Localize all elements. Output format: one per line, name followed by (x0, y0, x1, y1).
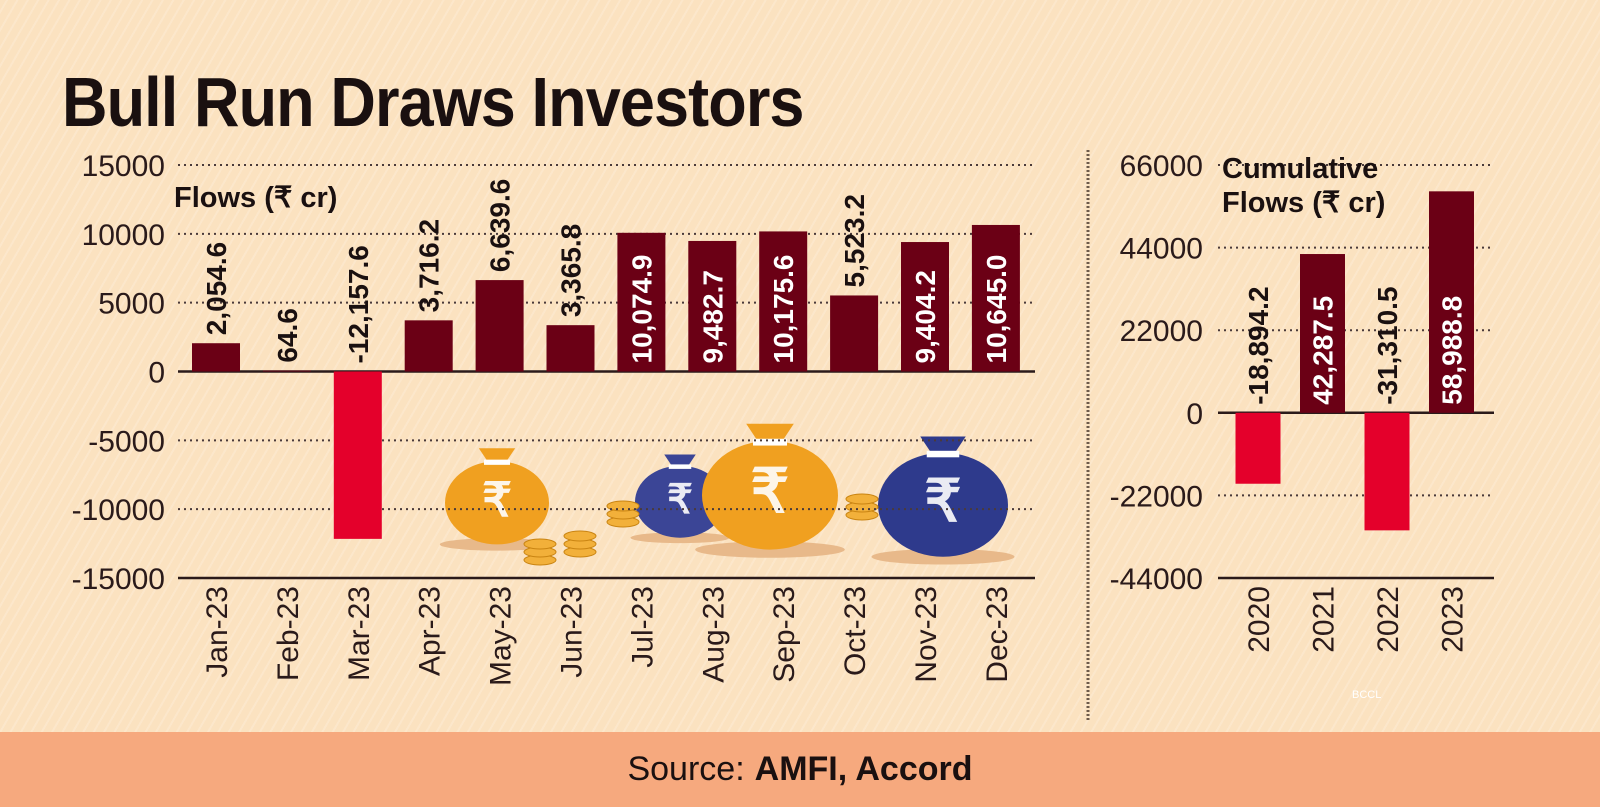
money-bags-illustration: ₹ ₹ ₹ ₹ (439, 423, 1015, 566)
source-footer: Source: AMFI, Accord (0, 732, 1600, 807)
data-label: 3,365.8 (556, 224, 587, 317)
x-tick-label: Aug-23 (697, 586, 730, 683)
bar (192, 343, 240, 372)
data-label: 9,404.2 (910, 270, 941, 363)
x-tick-label: May-23 (485, 586, 518, 686)
y-tick-label: 0 (1186, 398, 1203, 431)
x-tick-label: 2020 (1243, 586, 1276, 653)
bar (759, 231, 808, 372)
coin-icon (563, 530, 597, 542)
bar (617, 232, 666, 372)
x-tick-label: Feb-23 (272, 586, 305, 681)
x-tick-label: Jun-23 (556, 586, 589, 678)
bar (1300, 254, 1345, 413)
data-label: 2,054.6 (201, 242, 232, 335)
y-tick-label: 22000 (1120, 315, 1203, 348)
bar (830, 295, 879, 372)
y-tick-label: 0 (148, 357, 165, 390)
x-tick-label: 2021 (1308, 586, 1341, 653)
bar (404, 320, 453, 372)
svg-text:₹: ₹ (751, 457, 790, 525)
chart-subtitle: Flows (₹ cr) (1222, 187, 1385, 219)
data-label: 10,074.9 (626, 255, 657, 364)
data-label: 9,482.7 (697, 270, 728, 363)
bccl-watermark: BCCL (1352, 689, 1381, 701)
money-bag-icon: ₹ (695, 423, 845, 558)
svg-text:₹: ₹ (924, 469, 961, 534)
x-tick-label: Apr-23 (414, 586, 447, 676)
y-tick-label: 66000 (1120, 150, 1203, 183)
money-bag-icon: ₹ (439, 448, 555, 551)
data-label: -31,310.5 (1372, 286, 1403, 404)
bar (1364, 412, 1410, 531)
data-label: 5,523.2 (839, 194, 870, 287)
y-tick-label: -22000 (1110, 480, 1203, 513)
x-tick-label: 2023 (1437, 586, 1470, 653)
bar (262, 370, 311, 372)
y-tick-label: -15000 (72, 563, 165, 596)
svg-text:₹: ₹ (667, 476, 693, 522)
y-tick-label: -44000 (1110, 563, 1203, 596)
coin-icon (523, 538, 557, 550)
money-bag-icon: ₹ (630, 454, 730, 544)
y-tick-label: 10000 (82, 219, 165, 252)
x-tick-label: Sep-23 (768, 586, 801, 683)
data-label: 58,988.8 (1437, 296, 1468, 405)
y-tick-label: 44000 (1120, 233, 1203, 266)
money-bag-icon: ₹ (871, 436, 1015, 565)
x-tick-label: Jul-23 (626, 586, 659, 668)
bar (333, 371, 382, 539)
data-label: -12,157.6 (343, 245, 374, 363)
data-label: 3,716.2 (414, 219, 445, 312)
x-tick-label: Nov-23 (910, 586, 943, 683)
monthly-flows-chart: 15000 10000 5000 0 -5000 -10000 -15000 2,054.6 J… (72, 150, 1035, 686)
bar (901, 242, 949, 372)
y-tick-label: 5000 (98, 288, 165, 321)
chart-title: Bull Run Draws Investors (62, 63, 804, 141)
data-label: 64.6 (272, 308, 303, 363)
bar (688, 240, 737, 372)
data-label: 10,175.6 (768, 255, 799, 364)
chart-subtitle: Cumulative (1222, 153, 1378, 185)
x-tick-label: Mar-23 (343, 586, 376, 681)
coin-icon (606, 500, 640, 512)
y-tick-label: -10000 (72, 494, 165, 527)
bar (475, 280, 524, 372)
data-label: 42,287.5 (1308, 296, 1339, 405)
x-tick-label: Jan-23 (201, 586, 234, 678)
x-tick-label: Dec-23 (981, 586, 1014, 683)
data-label: 6,639.6 (485, 179, 516, 272)
bar (546, 325, 595, 372)
data-label: 10,645.0 (981, 255, 1012, 364)
source-prefix: Source: (627, 750, 745, 788)
source-names: AMFI, Accord (754, 750, 973, 788)
data-label: -18,894.2 (1243, 286, 1274, 404)
bar (1429, 191, 1474, 413)
y-tick-label: -5000 (88, 425, 165, 458)
x-tick-label: 2022 (1372, 586, 1405, 653)
chart-subtitle: Flows (₹ cr) (174, 182, 337, 214)
y-tick-label: 15000 (82, 150, 165, 183)
x-tick-label: Oct-23 (839, 586, 872, 676)
coin-icon (845, 493, 879, 505)
bar (1235, 412, 1281, 484)
bar (971, 224, 1020, 372)
svg-text:₹: ₹ (482, 474, 512, 526)
cumulative-flows-chart: 66000 44000 22000 0 -22000 -44000 -18,894.2 202… (1110, 150, 1494, 653)
